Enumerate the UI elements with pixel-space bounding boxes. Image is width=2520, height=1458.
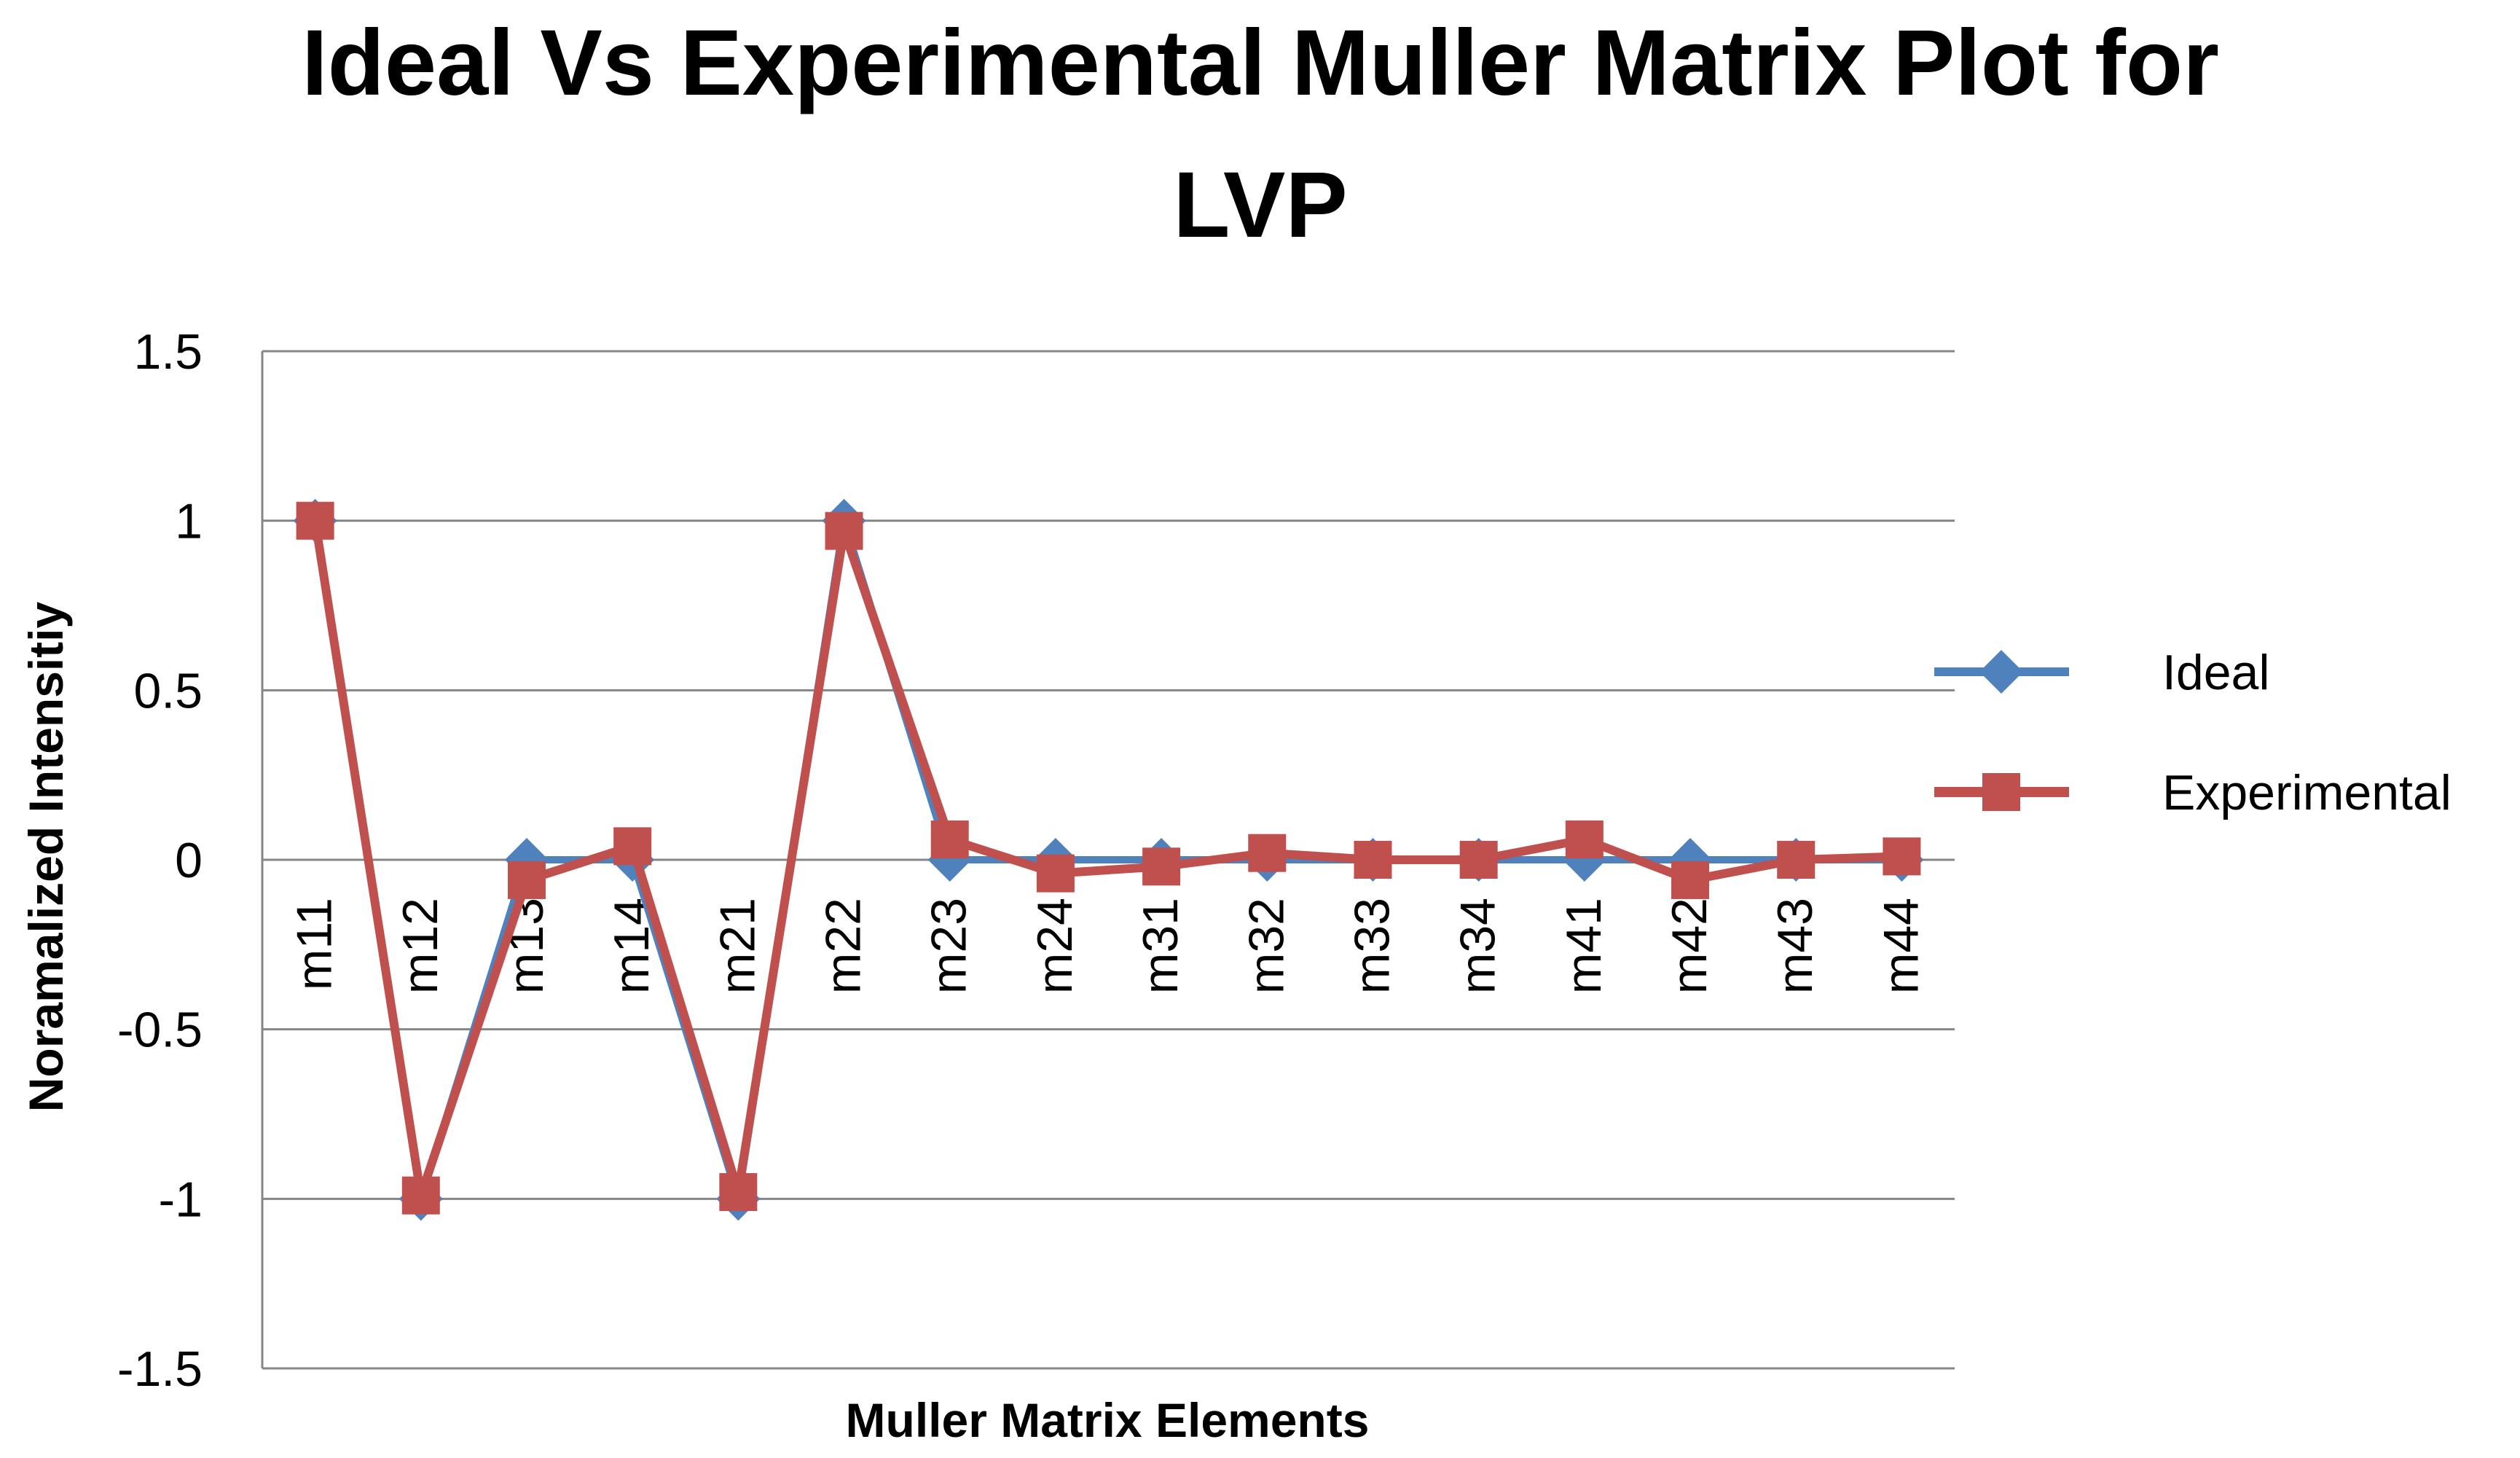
- y-tick-label: -1: [159, 1172, 203, 1227]
- y-tick-label: -0.5: [117, 1003, 203, 1058]
- x-tick-label: m21: [710, 898, 765, 994]
- y-tick-labels: 1.5 1 0.5 0 -0.5 -1 -1.5: [117, 324, 203, 1397]
- x-tick-label: m31: [1133, 898, 1188, 994]
- legend-label: Experimental: [2162, 765, 2452, 820]
- data-point: [1459, 841, 1498, 879]
- data-point: [1248, 834, 1287, 872]
- y-tick-label: 1.5: [133, 324, 203, 380]
- y-axis-title: Noramalized Intensitiy: [19, 601, 73, 1112]
- x-tick-label: m22: [816, 898, 871, 994]
- series-line: [310, 520, 1902, 1200]
- data-point: [1565, 820, 1604, 859]
- x-tick-label: m34: [1451, 898, 1506, 994]
- x-tick-label: m12: [393, 898, 448, 994]
- data-point: [507, 861, 546, 899]
- legend-marker: [1979, 650, 2023, 694]
- y-tick-label: 1: [175, 494, 203, 549]
- y-tick-label: 0.5: [133, 663, 203, 718]
- legend: Ideal Experimental: [1934, 645, 2452, 820]
- x-tick-label: m42: [1662, 898, 1717, 994]
- x-tick-label: m32: [1239, 898, 1294, 994]
- data-point: [296, 501, 334, 540]
- x-tick-label: m11: [287, 898, 342, 990]
- x-tick-label: m43: [1767, 898, 1823, 994]
- x-tick-label: m24: [1027, 898, 1083, 994]
- legend-label: Ideal: [2162, 645, 2269, 700]
- x-tick-label: m33: [1344, 898, 1400, 994]
- x-tick-label: m41: [1556, 898, 1612, 994]
- data-point: [1777, 841, 1816, 879]
- x-axis-title: Muller Matrix Elements: [846, 1393, 1370, 1447]
- data-point: [1354, 841, 1392, 879]
- y-tick-label: -1.5: [117, 1341, 203, 1397]
- data-point: [1036, 854, 1075, 893]
- series-experimental: [296, 501, 1921, 1215]
- legend-marker: [1982, 773, 2020, 811]
- data-point: [825, 512, 863, 550]
- data-point: [401, 1176, 440, 1215]
- data-point: [719, 1173, 758, 1212]
- chart-title: Ideal Vs Experimental Muller Matrix Plot…: [302, 11, 2219, 257]
- data-point: [1142, 847, 1181, 886]
- legend-item-ideal: Ideal: [1934, 645, 2269, 700]
- chart-title-line-2: LVP: [1173, 153, 1347, 257]
- data-point: [1671, 861, 1710, 899]
- series-line: [311, 517, 1902, 1203]
- data-point: [930, 820, 969, 859]
- data-point: [613, 827, 652, 866]
- y-tick-label: 0: [175, 833, 203, 888]
- series-ideal: [293, 498, 1924, 1221]
- chart-title-line-1: Ideal Vs Experimental Muller Matrix Plot…: [302, 11, 2219, 115]
- series-group: [293, 498, 1924, 1221]
- x-tick-labels: m11 m12 m13 m14 m21 m22 m23 m24 m31 m32 m33 m34 m41 m…: [287, 898, 1929, 994]
- data-point: [1883, 837, 1921, 876]
- legend-item-experimental: Experimental: [1934, 765, 2452, 820]
- x-tick-label: m44: [1873, 898, 1928, 994]
- x-tick-label: m23: [922, 898, 977, 994]
